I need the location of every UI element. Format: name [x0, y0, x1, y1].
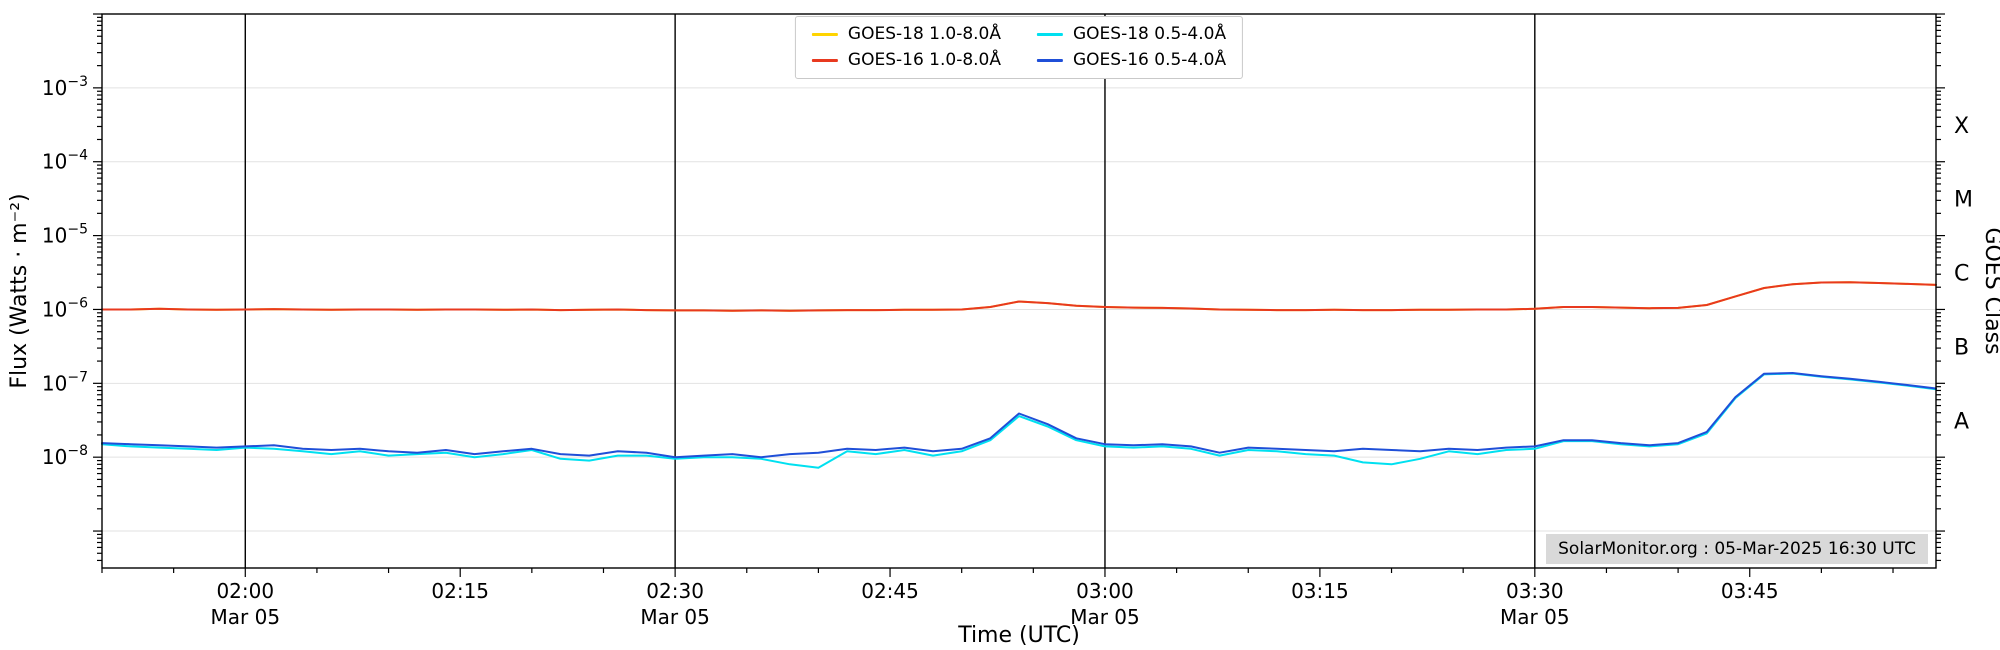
legend-label: GOES-16 0.5-4.0Å [1073, 49, 1227, 70]
x-tick-date-label: Mar 05 [1070, 605, 1140, 629]
series-line [101, 281, 1937, 312]
plot-border [101, 13, 1937, 569]
x-tick-label: 02:45 [861, 579, 919, 603]
x-tick-label: 03:45 [1721, 579, 1779, 603]
x-tick-date-label: Mar 05 [1500, 605, 1570, 629]
y-tick-label: 10−5 [42, 222, 88, 248]
legend-label: GOES-18 0.5-4.0Å [1073, 24, 1227, 44]
y-tick-label: 10−4 [42, 148, 88, 174]
legend-label: GOES-16 1.0-8.0Å [847, 49, 1001, 70]
data-layer [101, 281, 1937, 469]
x-tick-label: 03:00 [1076, 579, 1134, 603]
goes-class-axis-label: GOES Class [1980, 227, 2000, 354]
goes-class-letter: M [1954, 188, 1973, 213]
y-tick-label: 10−8 [42, 443, 88, 469]
series-line [101, 281, 1937, 312]
legend-swatch [1037, 58, 1063, 62]
x-tick-label: 03:30 [1506, 579, 1564, 603]
source-annotation: SolarMonitor.org : 05-Mar-2025 16:30 UTC [1546, 534, 1928, 564]
legend-label: GOES-18 1.0-8.0Å [847, 24, 1001, 44]
series-line [101, 372, 1937, 459]
x-tick-label: 02:00 [216, 579, 274, 603]
series-line [101, 372, 1937, 469]
legend-entry: GOES-16 0.5-4.0Å [1037, 49, 1227, 71]
legend-swatch [1037, 33, 1063, 37]
legend-swatch [811, 58, 838, 62]
legend-entry: GOES-16 1.0-8.0Å [811, 49, 1001, 71]
legend: GOES-18 1.0-8.0Å GOES-18 0.5-4.0Å GOES-16 … [794, 16, 1244, 80]
legend-entry: GOES-18 0.5-4.0Å [1037, 24, 1227, 45]
legend-entry: GOES-18 1.0-8.0Å [811, 24, 1001, 45]
x-tick-label: 02:30 [646, 579, 704, 603]
goes-class-letter: A [1954, 409, 1969, 434]
x-tick-label: 02:15 [431, 579, 489, 603]
y-tick-label: 10−3 [42, 74, 88, 100]
goes-class-letter: B [1954, 335, 1969, 360]
legend-swatch [811, 33, 838, 37]
grid-layer [102, 14, 1936, 568]
x-tick-date-label: Mar 05 [640, 605, 710, 629]
y-tick-label: 10−7 [42, 369, 88, 395]
x-axis-label: Time (UTC) [957, 623, 1080, 648]
y-tick-label: 10−6 [42, 295, 88, 321]
goes-class-letter: X [1954, 114, 1969, 139]
x-tick-label: 03:15 [1291, 579, 1349, 603]
goes-class-letter: C [1954, 262, 1969, 287]
y-axis-label: Flux (Watts · m⁻²) [7, 193, 32, 388]
x-tick-date-label: Mar 05 [211, 605, 281, 629]
